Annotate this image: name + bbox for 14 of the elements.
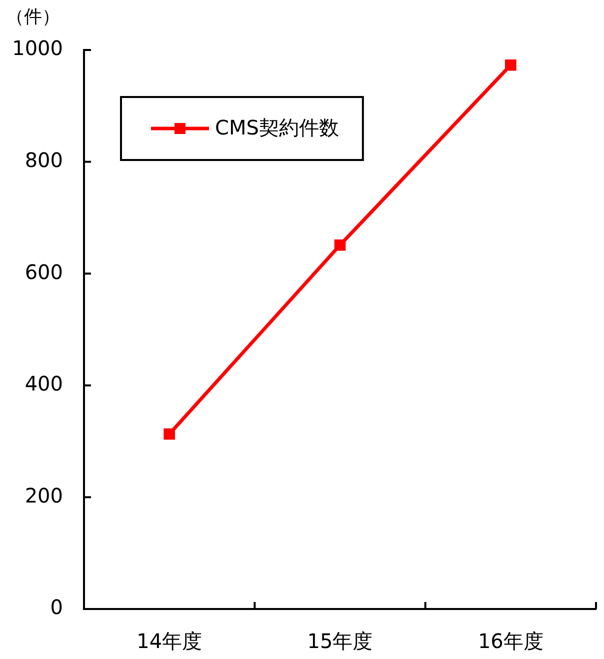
- y-tick-label: 800: [24, 148, 63, 172]
- point: [164, 428, 175, 440]
- y-axis-title: （件）: [6, 6, 60, 28]
- point: [334, 239, 346, 251]
- point: [505, 59, 516, 71]
- y-tick-label: 0: [50, 595, 63, 620]
- y-tick-label: 200: [24, 483, 63, 508]
- x-tick-label: 15年度: [307, 629, 373, 654]
- y-tick-label: 400: [24, 372, 63, 396]
- y-tick-label: 1000: [12, 36, 63, 60]
- x-tick-label: 16年度: [478, 629, 544, 654]
- x-tick-label: 14年度: [136, 629, 202, 654]
- legend-label: CMS契約件数: [215, 116, 339, 140]
- y-tick-label: 600: [24, 260, 63, 284]
